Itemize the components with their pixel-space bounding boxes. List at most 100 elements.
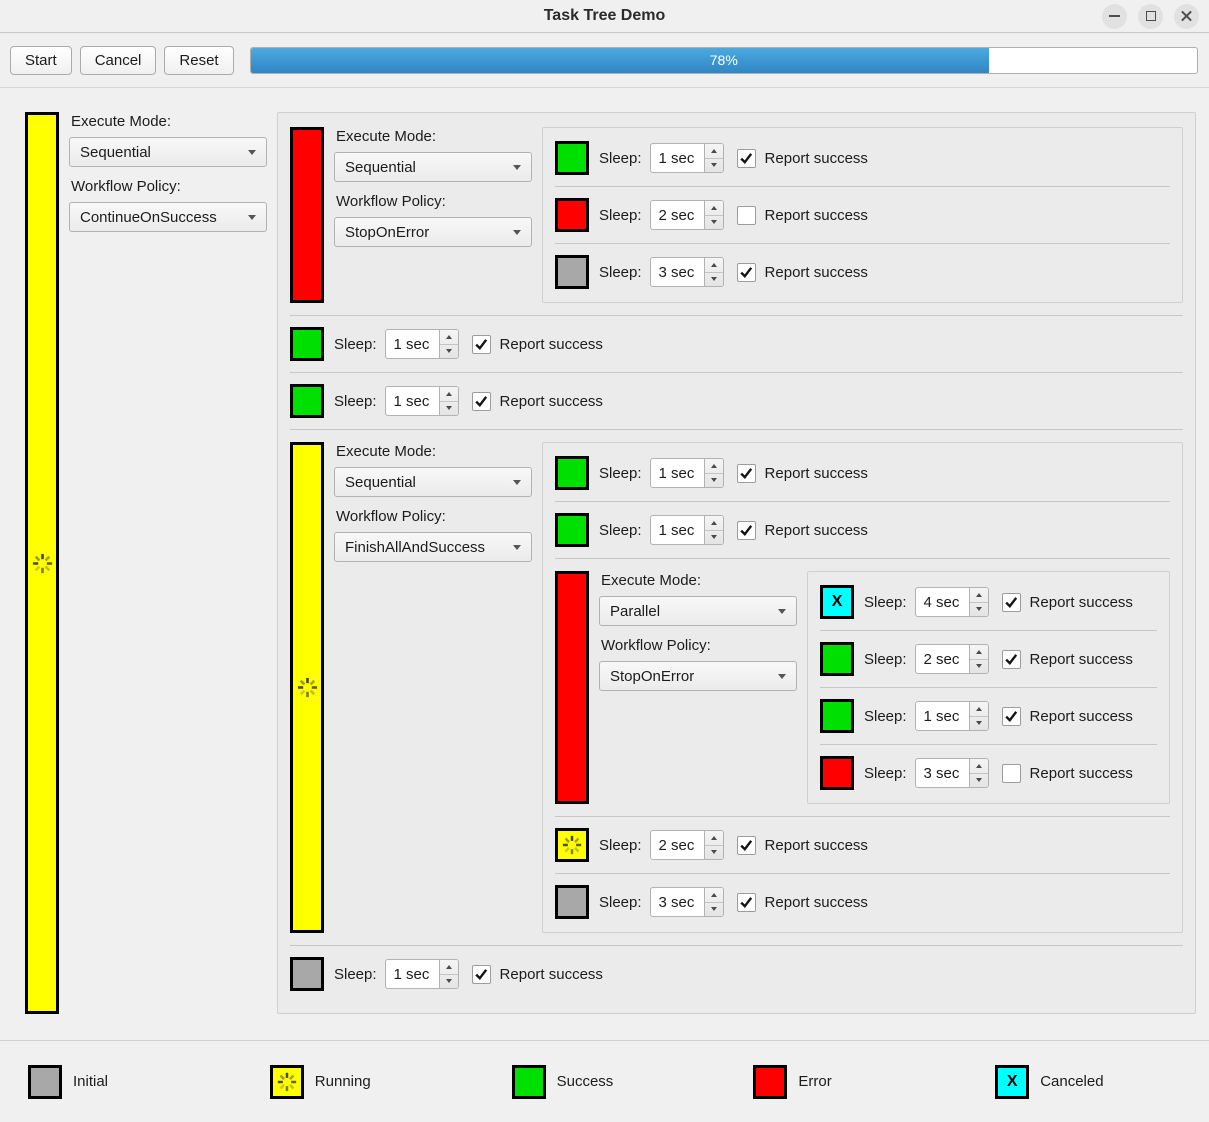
spinbox-up-button[interactable] (704, 831, 723, 846)
report-success-checkbox[interactable] (736, 148, 756, 168)
group-status-bar: X (555, 571, 589, 804)
sleep-value: 2 sec (658, 836, 695, 854)
report-success-checkbox[interactable] (471, 334, 491, 354)
report-success-checkbox[interactable] (1001, 706, 1021, 726)
toolbar: Start Cancel Reset 78% (0, 33, 1209, 88)
spinbox-down-button[interactable] (705, 474, 723, 488)
spinbox-down-button[interactable] (970, 774, 988, 788)
sleep-value: 1 sec (658, 521, 695, 539)
task-row: X Sleep: 2 sec (820, 630, 1157, 687)
sleep-duration-spinbox[interactable]: 2 sec (914, 644, 989, 674)
spinbox-down-button[interactable] (970, 603, 988, 617)
spinbox-buttons[interactable] (438, 330, 458, 359)
report-success-label: Report success (764, 836, 868, 854)
spinbox-down-button[interactable] (440, 402, 458, 416)
spinbox-down-button[interactable] (705, 531, 723, 545)
spinbox-buttons[interactable] (968, 588, 988, 617)
report-success-checkbox[interactable] (471, 964, 491, 984)
spinbox-buttons[interactable] (703, 144, 723, 173)
spinbox-down-button[interactable] (440, 975, 458, 989)
spinbox-up-button[interactable] (704, 516, 723, 531)
workflow-policy-select[interactable]: FinishAllAndSuccess (334, 532, 532, 562)
task-row: X Sleep: 1 sec Report success (290, 372, 1183, 429)
legend-initial-swatch: X (28, 1064, 62, 1099)
spinbox-down-button[interactable] (705, 159, 723, 173)
chevron-down-icon (248, 149, 256, 155)
execute-mode-select[interactable]: Parallel (599, 596, 797, 626)
close-button[interactable] (1174, 3, 1199, 29)
sleep-duration-spinbox[interactable]: 1 sec (384, 959, 459, 989)
spinbox-down-button[interactable] (440, 345, 458, 359)
spinbox-buttons[interactable] (703, 831, 723, 860)
workflow-policy-select[interactable]: StopOnError (599, 661, 797, 691)
sleep-duration-spinbox[interactable]: 1 sec (384, 329, 459, 359)
reset-button[interactable]: Reset (164, 45, 234, 75)
sleep-duration-spinbox[interactable]: 3 sec (649, 257, 724, 287)
report-success-checkbox[interactable] (736, 892, 756, 912)
report-success-checkbox[interactable] (736, 205, 756, 225)
spinbox-buttons[interactable] (968, 702, 988, 731)
spinbox-up-button[interactable] (704, 888, 723, 903)
sleep-duration-spinbox[interactable]: 1 sec (649, 458, 724, 488)
sleep-duration-spinbox[interactable]: 2 sec (649, 200, 724, 230)
sleep-label: Sleep: (864, 593, 907, 611)
workflow-policy-select[interactable]: ContinueOnSuccess (69, 202, 267, 232)
report-success-checkbox[interactable] (736, 520, 756, 540)
spinbox-down-button[interactable] (705, 846, 723, 860)
execute-mode-select[interactable]: Sequential (334, 467, 532, 497)
sleep-duration-spinbox[interactable]: 1 sec (914, 701, 989, 731)
spinbox-buttons[interactable] (703, 516, 723, 545)
spinbox-down-button[interactable] (970, 717, 988, 731)
spinbox-down-button[interactable] (705, 216, 723, 230)
spinbox-up-button[interactable] (704, 258, 723, 273)
execute-mode-select[interactable]: Sequential (69, 137, 267, 167)
sleep-duration-spinbox[interactable]: 4 sec (914, 587, 989, 617)
maximize-button[interactable] (1138, 3, 1163, 29)
report-success-checkbox[interactable] (736, 262, 756, 282)
spinbox-buttons[interactable] (968, 759, 988, 788)
report-success-checkbox[interactable] (1001, 649, 1021, 669)
report-success-checkbox[interactable] (736, 835, 756, 855)
spinbox-buttons[interactable] (968, 645, 988, 674)
report-success-checkbox[interactable] (1001, 592, 1021, 612)
spinbox-buttons[interactable] (703, 888, 723, 917)
spinbox-up-button[interactable] (704, 201, 723, 216)
sleep-duration-spinbox[interactable]: 1 sec (649, 515, 724, 545)
sleep-duration-spinbox[interactable]: 1 sec (649, 143, 724, 173)
minimize-button[interactable] (1102, 3, 1127, 29)
spinbox-buttons[interactable] (703, 258, 723, 287)
spinbox-up-button[interactable] (969, 645, 988, 660)
sleep-duration-spinbox[interactable]: 2 sec (649, 830, 724, 860)
workflow-policy-select[interactable]: StopOnError (334, 217, 532, 247)
arrow-down-icon (710, 907, 717, 912)
spinbox-buttons[interactable] (703, 201, 723, 230)
sleep-duration-spinbox[interactable]: 3 sec (649, 887, 724, 917)
sleep-duration-spinbox[interactable]: 1 sec (384, 386, 459, 416)
spinbox-up-button[interactable] (969, 702, 988, 717)
spinbox-down-button[interactable] (970, 660, 988, 674)
report-success-checkbox[interactable] (1001, 763, 1021, 783)
report-success-checkbox[interactable] (471, 391, 491, 411)
spinbox-buttons[interactable] (438, 387, 458, 416)
cancel-button[interactable]: Cancel (79, 45, 157, 75)
report-success-checkbox[interactable] (736, 463, 756, 483)
execute-mode-select[interactable]: Sequential (334, 152, 532, 182)
spinbox-up-button[interactable] (704, 459, 723, 474)
minimize-icon (1109, 15, 1120, 17)
group-children-panel: X Sleep: 1 sec Report success (542, 442, 1183, 933)
spinbox-down-button[interactable] (705, 273, 723, 287)
spinbox-up-button[interactable] (439, 387, 458, 402)
spinbox-up-button[interactable] (704, 144, 723, 159)
spinbox-up-button[interactable] (439, 960, 458, 975)
sleep-value: 1 sec (393, 965, 430, 983)
sleep-duration-spinbox[interactable]: 3 sec (914, 758, 989, 788)
spinbox-up-button[interactable] (969, 588, 988, 603)
spinbox-buttons[interactable] (703, 459, 723, 488)
spinbox-buttons[interactable] (438, 960, 458, 989)
spinbox-up-button[interactable] (439, 330, 458, 345)
spinbox-up-button[interactable] (969, 759, 988, 774)
start-button[interactable]: Start (10, 45, 72, 75)
spinbox-down-button[interactable] (705, 903, 723, 917)
arrow-down-icon (975, 778, 982, 783)
legend-item-initial: X Initial (0, 1064, 242, 1099)
